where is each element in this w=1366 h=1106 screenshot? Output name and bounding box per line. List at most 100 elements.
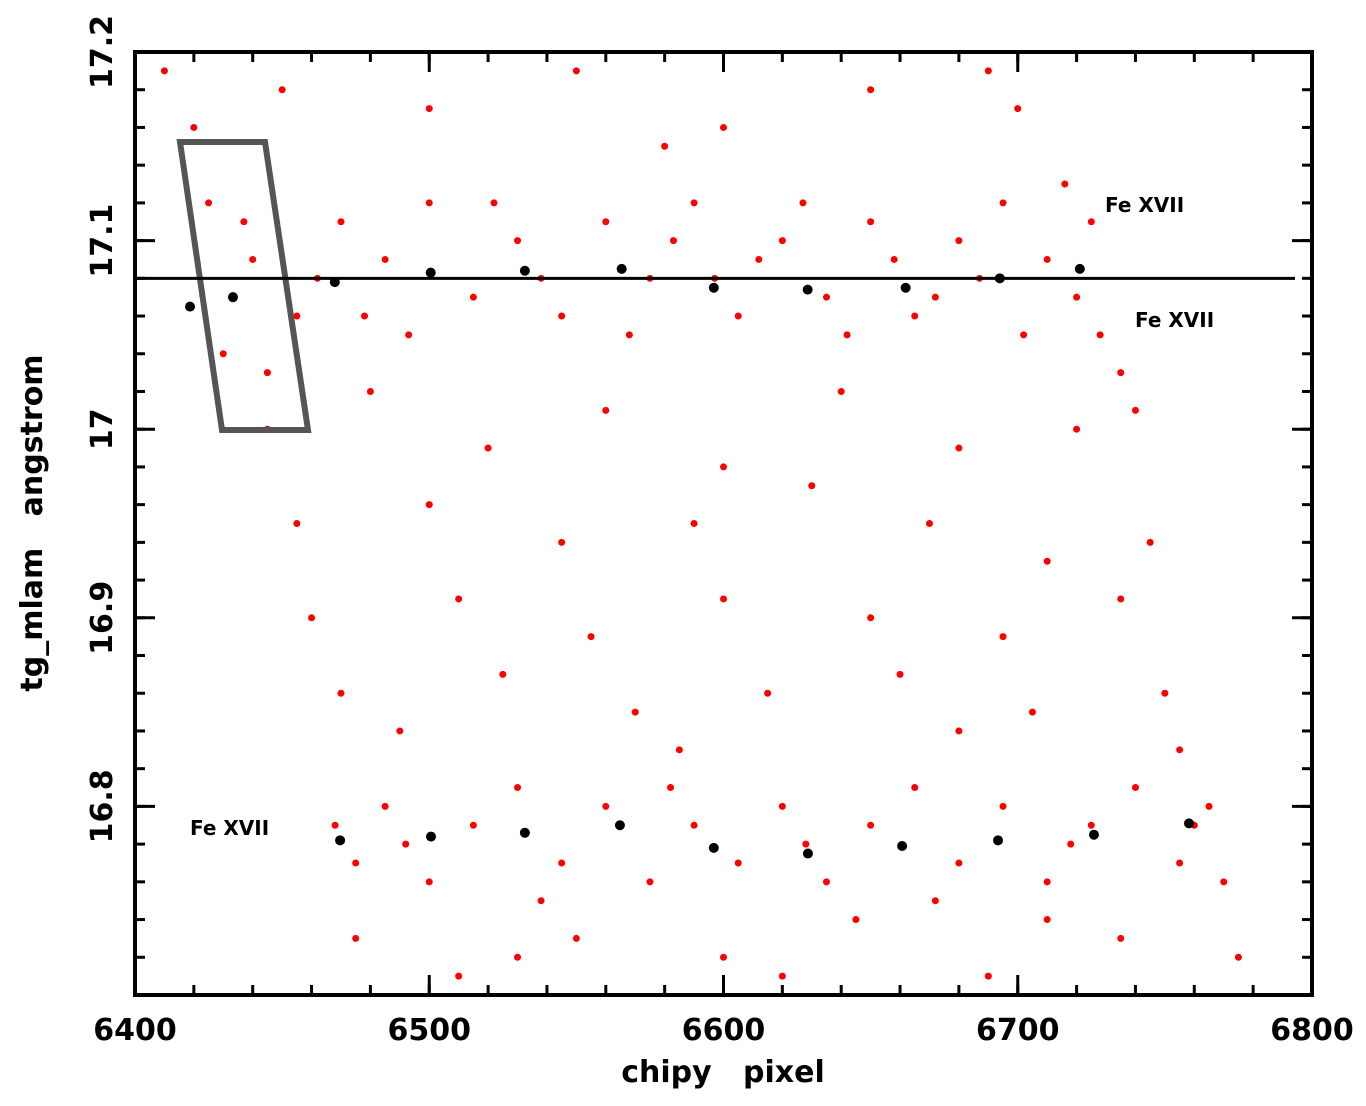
event-point (263, 369, 271, 377)
event-point (1043, 878, 1051, 886)
y-tick-label: 17.1 (85, 204, 120, 278)
event-point (1096, 331, 1104, 339)
event-point (646, 878, 654, 886)
event-point (1067, 840, 1075, 848)
event-point (425, 878, 433, 886)
y-tick-label: 17 (85, 408, 120, 450)
event-point (1028, 708, 1036, 716)
event-point (911, 784, 919, 792)
x-tick-label: 6400 (93, 1013, 177, 1048)
annotation: Fe XVII (1105, 193, 1184, 217)
line-centroid (1074, 263, 1085, 274)
event-point (631, 708, 639, 716)
event-point (661, 142, 669, 150)
event-point (308, 614, 316, 622)
event-point (778, 802, 786, 810)
event-point (219, 350, 227, 358)
event-point (867, 218, 875, 226)
event-point (1073, 425, 1081, 433)
event-point (852, 916, 860, 924)
event-point (690, 821, 698, 829)
event-point (190, 123, 198, 131)
event-point (293, 520, 301, 527)
event-point (802, 840, 810, 848)
event-point (381, 255, 389, 263)
line-centroid (897, 841, 908, 852)
event-point (425, 105, 433, 113)
event-point (755, 255, 763, 263)
event-point (1117, 934, 1125, 942)
event-point (1146, 538, 1154, 546)
x-tick-label: 6600 (682, 1013, 766, 1048)
line-centroid (1088, 829, 1099, 840)
line-centroid (426, 831, 437, 842)
event-point (514, 784, 522, 792)
event-point (337, 689, 345, 697)
event-point (734, 859, 742, 867)
line-centroid (802, 284, 813, 295)
event-point (720, 463, 727, 471)
event-point (955, 727, 963, 735)
line-centroid (708, 282, 719, 293)
event-point (1043, 916, 1051, 924)
event-point (1117, 369, 1125, 377)
highlight-box (176, 139, 312, 433)
event-point (425, 199, 433, 207)
event-point (402, 840, 410, 848)
event-point (999, 633, 1007, 641)
event-point (925, 520, 933, 527)
x-axis-title: chipy pixel (621, 1055, 825, 1090)
x-tick-label: 6500 (388, 1013, 472, 1048)
line-centroid (616, 263, 627, 274)
event-point (999, 802, 1007, 810)
event-point (1161, 689, 1169, 697)
event-point (1020, 331, 1028, 339)
event-point (778, 972, 786, 980)
event-point (1087, 821, 1095, 829)
y-tick-label: 16.9 (85, 581, 120, 655)
event-point (1205, 802, 1213, 810)
line-centroid (900, 282, 911, 293)
event-point (955, 444, 963, 452)
event-point (361, 312, 369, 320)
event-point (1131, 406, 1139, 414)
event-point (984, 972, 992, 980)
event-point (720, 595, 727, 603)
event-point (625, 331, 633, 339)
event-point (602, 406, 610, 414)
event-point (469, 293, 477, 301)
event-point (558, 538, 566, 546)
event-point (381, 802, 389, 810)
line-centroid (993, 835, 1004, 846)
event-point (249, 255, 257, 263)
plot-area (160, 67, 1242, 980)
event-point (1220, 878, 1228, 886)
event-point (1043, 557, 1051, 565)
event-point (352, 934, 360, 942)
event-point (514, 237, 522, 245)
event-point (293, 312, 301, 320)
event-point (808, 482, 816, 490)
event-point (675, 746, 683, 754)
event-point (720, 953, 727, 961)
line-centroid (519, 265, 530, 276)
event-point (602, 802, 610, 810)
event-point (160, 67, 168, 75)
x-tick-label: 6700 (976, 1013, 1060, 1048)
event-point (720, 123, 727, 131)
event-point (955, 859, 963, 867)
event-point (1131, 784, 1139, 792)
event-point (1087, 218, 1095, 226)
event-point (558, 859, 566, 867)
event-point (1061, 180, 1069, 188)
x-tick-label: 6800 (1270, 1013, 1354, 1048)
line-centroid (227, 292, 238, 303)
event-point (843, 331, 851, 339)
event-point (867, 614, 875, 622)
event-point (331, 821, 339, 829)
event-point (778, 237, 786, 245)
event-point (587, 633, 595, 641)
event-point (514, 953, 522, 961)
